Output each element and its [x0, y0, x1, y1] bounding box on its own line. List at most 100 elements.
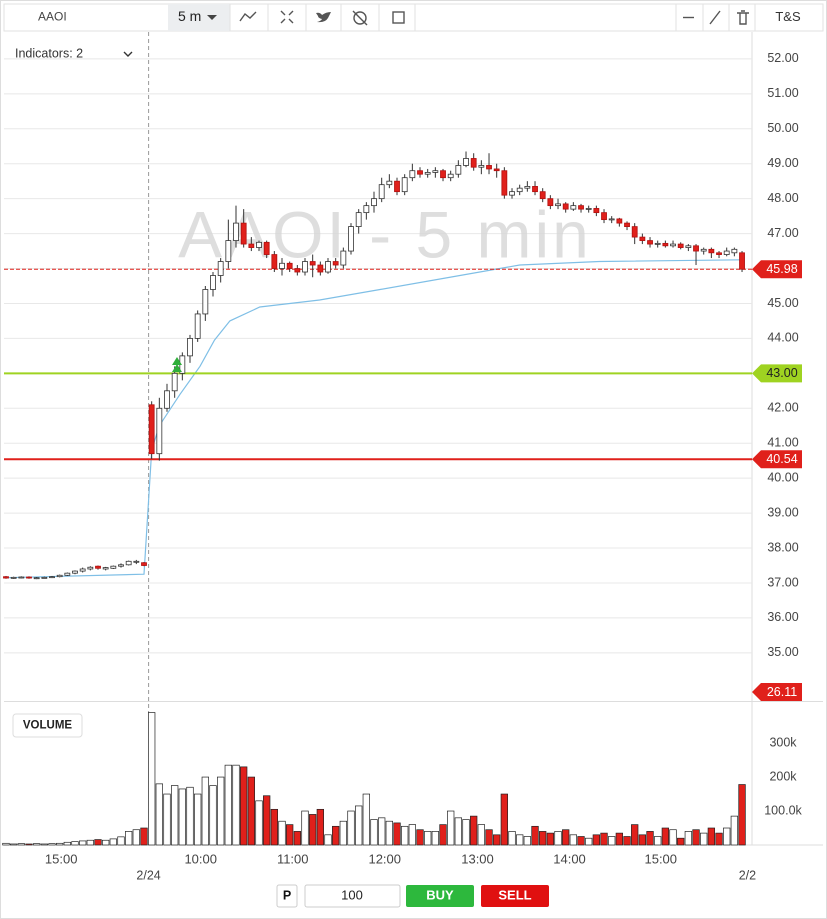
symbol[interactable]: AAOI: [38, 10, 67, 24]
candle-body: [18, 576, 25, 579]
candle-body: [470, 158, 477, 168]
candle-body: [271, 254, 278, 269]
volume-bar: [240, 766, 248, 846]
p-button[interactable]: [276, 884, 298, 908]
x-tick-label: 13:00: [461, 851, 494, 866]
alarm-icon[interactable]: [353, 11, 367, 25]
volume-bar: [401, 825, 409, 846]
dropdown-arrow: [207, 15, 217, 20]
volume-bar: [255, 800, 263, 846]
volume-bar: [439, 824, 447, 846]
interval[interactable]: 5 m: [178, 8, 201, 24]
y-tick-label: 50.00: [767, 121, 798, 135]
candle-body: [10, 576, 17, 579]
candle-body: [654, 242, 661, 245]
volume-bar: [485, 829, 493, 846]
indicators[interactable]: Indicators: 2: [15, 46, 83, 60]
volume-bar: [286, 824, 294, 846]
y-tick-label: 38.00: [767, 540, 798, 554]
time-and-sales[interactable]: T&S: [775, 9, 801, 24]
volume-bar: [500, 793, 509, 846]
chevron[interactable]: [123, 51, 133, 57]
candle-body: [340, 250, 347, 266]
volume-bar: [355, 805, 363, 846]
candle-body: [56, 574, 63, 578]
alarm-off: [352, 10, 368, 26]
volume-bar: [33, 843, 41, 846]
candle-body: [87, 566, 94, 570]
volume-bar: [178, 788, 186, 846]
candle-body: [225, 240, 232, 262]
volume-bar: [86, 839, 94, 846]
trendline-tool[interactable]: [709, 10, 721, 25]
volume-bar: [462, 819, 470, 846]
price-tag-bg: [752, 260, 802, 279]
volume-bar: [408, 824, 416, 846]
candle-body: [639, 236, 646, 241]
candle-body: [194, 313, 201, 339]
x-tick-label: 15:00: [45, 851, 78, 866]
candle-body: [240, 222, 247, 245]
volume-bar: [232, 764, 240, 846]
buy-label[interactable]: BUY: [426, 887, 454, 902]
volume-bar: [40, 843, 48, 846]
twitter-icon[interactable]: [316, 12, 331, 23]
candle-body: [217, 261, 224, 276]
price-tag-bg: [752, 364, 802, 383]
delete-icon[interactable]: [737, 10, 749, 25]
rect-tool[interactable]: [392, 11, 405, 24]
volume-bar: [539, 831, 547, 846]
candle-body: [585, 208, 592, 210]
p-label[interactable]: P: [283, 888, 291, 902]
offscale-tag-bg: [752, 683, 802, 701]
volume-bar: [25, 843, 33, 846]
quantity-input[interactable]: [304, 884, 401, 908]
volume-bar: [569, 834, 578, 846]
indicator-icon[interactable]: [239, 11, 257, 22]
quantity[interactable]: 100: [341, 887, 363, 902]
volume-bar: [677, 837, 685, 846]
price-tag: 40.54: [766, 452, 797, 466]
volume-bar: [270, 808, 278, 846]
buy-button[interactable]: [406, 885, 474, 907]
volume-tick-label: 100.0k: [764, 803, 802, 817]
candle-body: [463, 158, 469, 166]
candle-body: [631, 226, 638, 238]
candle-body: [478, 165, 485, 168]
volume-label[interactable]: VOLUME: [23, 720, 73, 732]
volume-bar: [339, 820, 347, 846]
volume-bar: [224, 764, 232, 846]
volume-bar: [209, 785, 217, 846]
volume-bar: [700, 832, 708, 846]
candle-body: [156, 407, 163, 455]
sell-label[interactable]: SELL: [498, 887, 531, 902]
volume-label-box[interactable]: [12, 713, 83, 738]
candle-body: [417, 170, 423, 175]
candle-body: [378, 184, 385, 200]
volume-bar: [684, 831, 693, 846]
candle-body: [493, 168, 500, 172]
candle-body: [3, 576, 9, 579]
sell-button[interactable]: [481, 885, 549, 907]
candle-body: [570, 205, 577, 210]
volume-bar: [370, 819, 378, 846]
candle-body: [141, 562, 147, 566]
volume-bar: [707, 827, 716, 846]
x-tick-label: 14:00: [553, 851, 586, 866]
candle-body: [164, 390, 170, 409]
volume-bar: [715, 832, 723, 846]
candle-body: [547, 198, 554, 207]
candle-body: [386, 180, 393, 186]
candle-body: [110, 565, 117, 569]
interval-select[interactable]: [168, 4, 230, 31]
volume-bar: [347, 810, 355, 846]
candle-body: [33, 577, 40, 580]
fullscreen-icon[interactable]: [280, 10, 294, 24]
volume-bar: [324, 834, 332, 846]
volume-bar: [738, 784, 746, 846]
candle-body: [79, 568, 86, 572]
volume-bar: [125, 831, 133, 846]
volume-bar: [669, 829, 677, 846]
candle-body: [716, 252, 722, 255]
volume-bar: [2, 842, 10, 846]
